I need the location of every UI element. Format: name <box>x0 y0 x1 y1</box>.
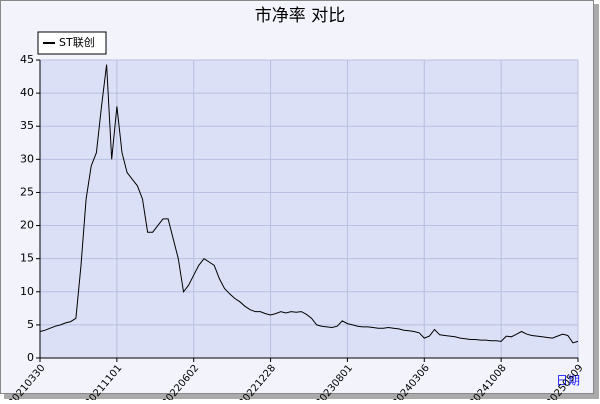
frame-shadow <box>4 394 599 399</box>
x-axis-label: 日期 <box>556 374 580 388</box>
y-tick-label: 15 <box>20 252 34 265</box>
y-tick-label: 10 <box>20 285 34 298</box>
y-tick-label: 45 <box>20 53 34 66</box>
y-tick-label: 30 <box>20 152 34 165</box>
y-tick-label: 5 <box>27 318 34 331</box>
y-tick-label: 20 <box>20 219 34 232</box>
y-tick-label: 40 <box>20 86 34 99</box>
y-tick-label: 35 <box>20 119 34 132</box>
chart-title: 市净率 对比 <box>255 6 345 26</box>
legend-box <box>37 31 107 55</box>
legend-label: ST联创 <box>59 36 95 49</box>
y-tick-label: 25 <box>20 185 34 198</box>
plot-area <box>40 60 578 358</box>
y-tick-label: 0 <box>27 351 34 364</box>
series-line <box>39 64 579 344</box>
frame-shadow <box>594 4 599 397</box>
